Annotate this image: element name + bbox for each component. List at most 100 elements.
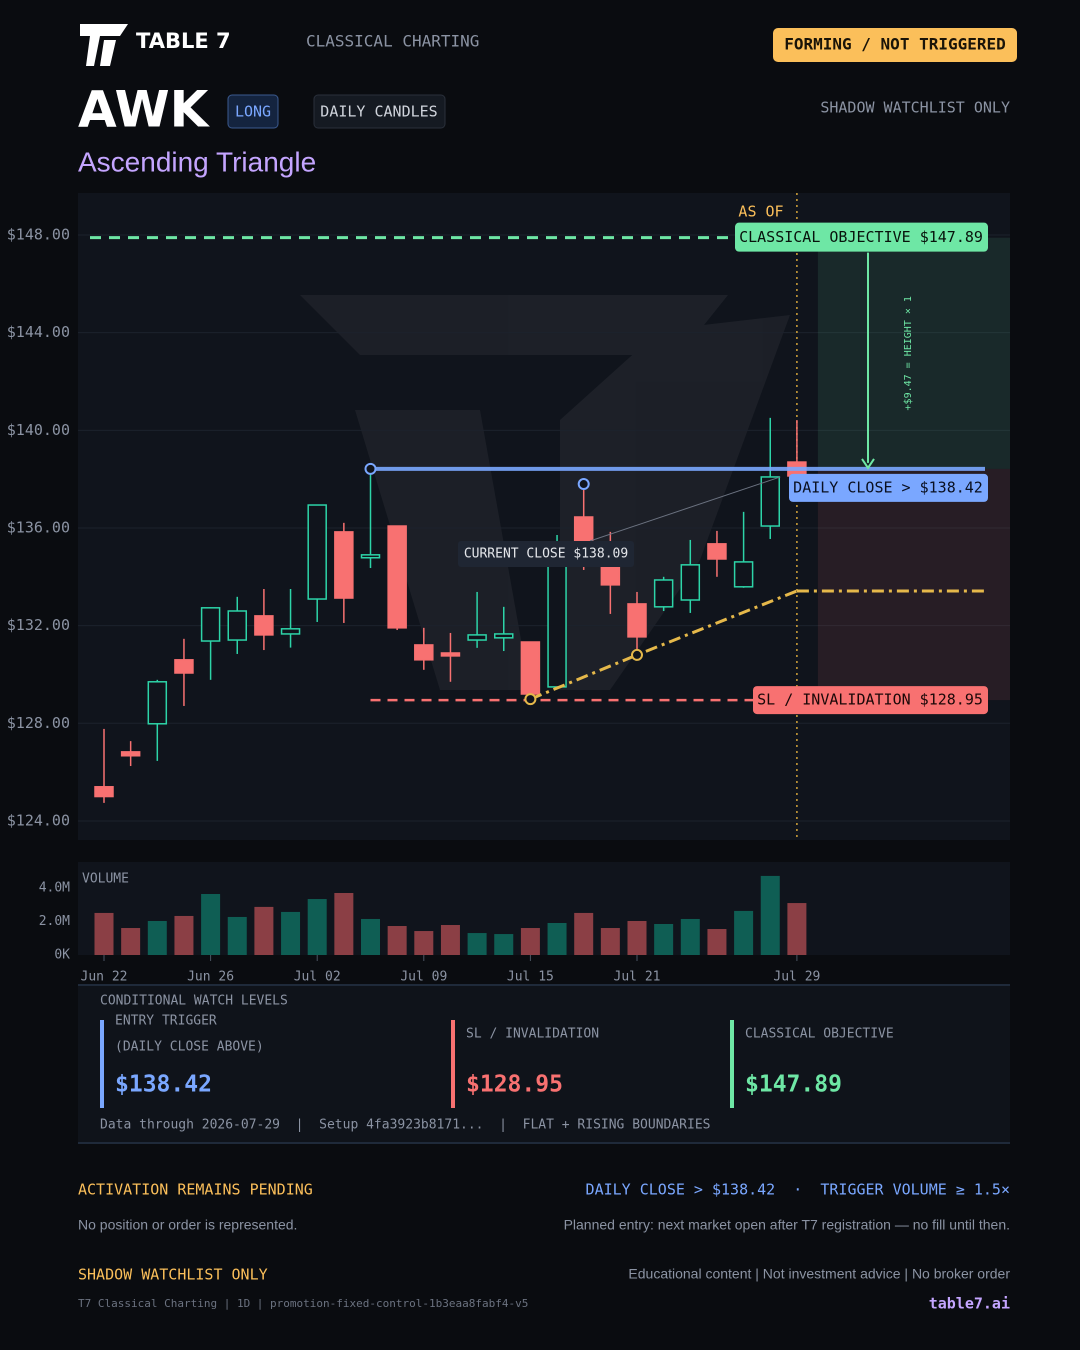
y-tick-label: $144.00: [7, 323, 70, 341]
level-value: $147.89: [745, 1072, 842, 1098]
x-tick-label: Jul 09: [400, 970, 447, 985]
ticker: AWK: [78, 81, 211, 139]
volume-bar: [281, 911, 301, 955]
mode-footer: SHADOW WATCHLIST ONLY: [78, 1266, 268, 1284]
levels-meta: Data through 2026-07-29 | Setup 4fa3923b…: [100, 1118, 710, 1133]
volume-bar: [201, 894, 221, 955]
volume-bar: [494, 934, 514, 955]
price-panel: [78, 193, 1010, 840]
watermark-shape: [560, 315, 790, 690]
volume-bar: [760, 875, 780, 955]
candle-body: [94, 786, 114, 798]
height-label: +$9.47 = HEIGHT × 1: [903, 296, 914, 410]
candle-body: [174, 659, 194, 674]
x-tick-label: Jul 15: [507, 970, 554, 985]
candle-body: [680, 564, 701, 601]
activation: ACTIVATION REMAINS PENDING: [78, 1181, 313, 1199]
volume-chart: 0K 2.0M 4.0M: [39, 875, 807, 963]
levels-title: CONDITIONAL WATCH LEVELS: [100, 994, 288, 1009]
candle-body: [573, 516, 594, 543]
volume-bar: [680, 918, 700, 955]
y-tick-label: $148.00: [7, 225, 70, 243]
support-point: [524, 693, 537, 706]
candle-body: [467, 634, 487, 641]
candle-body: [520, 641, 541, 695]
accent: [730, 1020, 734, 1108]
level-value: $138.42: [115, 1072, 212, 1098]
logo-mark: [100, 40, 116, 66]
volume-bar: [547, 922, 567, 955]
pivot-high: [364, 462, 377, 475]
volume-bar: [361, 918, 380, 955]
support-point: [631, 648, 643, 661]
volume-bar: [734, 910, 754, 955]
volume-bar: [307, 899, 327, 955]
y-tick-label: $132.00: [7, 616, 70, 634]
candle-body: [733, 561, 754, 588]
volume-bar: [520, 928, 540, 955]
candle-body: [440, 652, 461, 657]
timeframe-badge: [313, 94, 446, 129]
candle-body: [200, 607, 221, 642]
x-tick-label: Jun 22: [81, 970, 128, 985]
direction: LONG: [235, 103, 271, 121]
volume-bar: [227, 916, 247, 955]
candle-body: [120, 751, 141, 757]
conditions: DAILY CLOSE > $138.42 · TRIGGER VOLUME ≥…: [586, 1181, 1010, 1199]
stop-label: SL / INVALIDATION $128.95: [757, 691, 983, 709]
candle-body: [627, 603, 647, 638]
candle-body: [760, 476, 780, 527]
y-tick-label: 2.0M: [39, 914, 70, 929]
candle-body: [414, 644, 434, 661]
brand: TABLE 7: [136, 29, 231, 53]
accent: [100, 1020, 104, 1108]
volume-bar: [574, 912, 594, 955]
direction-badge: [227, 94, 279, 129]
stop-badge: [753, 686, 988, 715]
volume-bar: [440, 925, 460, 955]
candle-body: [600, 565, 621, 586]
site: table7.ai: [929, 1295, 1010, 1313]
volume-bar: [147, 920, 167, 955]
x-tick-label: Jun 26: [187, 970, 234, 985]
y-tick-label: $128.00: [7, 714, 70, 732]
levels-panel: [78, 985, 1010, 1143]
status: FORMING / NOT TRIGGERED: [784, 35, 1006, 54]
trigger-label: DAILY CLOSE > $138.42: [793, 478, 983, 496]
trigger-badge: [789, 473, 988, 502]
volume-bar: [787, 903, 807, 955]
y-tick-label: $136.00: [7, 518, 70, 536]
y-tick-label: 4.0M: [39, 880, 70, 895]
candle-body: [494, 633, 514, 639]
x-tick-label: Jul 21: [614, 970, 661, 985]
logo-mark: [80, 24, 128, 66]
candle-body: [387, 525, 407, 629]
level-label: ENTRY TRIGGER: [115, 1014, 217, 1029]
pivot-high: [577, 478, 590, 491]
volume-bar: [121, 928, 141, 955]
y-tick-label: $124.00: [7, 811, 70, 829]
pattern-name: Ascending Triangle: [78, 146, 316, 177]
support-line: [529, 589, 798, 701]
candle-body: [147, 681, 168, 725]
price-chart: $124.00 $128.00 $132.00 $136.00 $140.00 $144.…: [7, 193, 1010, 985]
candle-body: [227, 610, 247, 641]
watermark-shape: [355, 410, 530, 690]
disclaimer: Educational content | Not investment adv…: [628, 1266, 1010, 1282]
activation-note: No position or order is represented.: [78, 1217, 297, 1233]
arrow-head: [861, 458, 875, 470]
volume-bar: [654, 924, 674, 955]
volume-bar: [414, 931, 434, 955]
volume-bar: [600, 928, 620, 955]
volume-bar: [174, 915, 194, 955]
timeframe: DAILY CANDLES: [320, 103, 437, 121]
callout-box: [458, 541, 634, 567]
x-tick-label: Jul 29: [773, 970, 820, 985]
candle-body: [707, 543, 727, 560]
candle-body: [547, 564, 567, 688]
volume-title: VOLUME: [82, 872, 129, 887]
level-value: $128.95: [466, 1072, 563, 1098]
watermark-shape: [300, 295, 728, 355]
